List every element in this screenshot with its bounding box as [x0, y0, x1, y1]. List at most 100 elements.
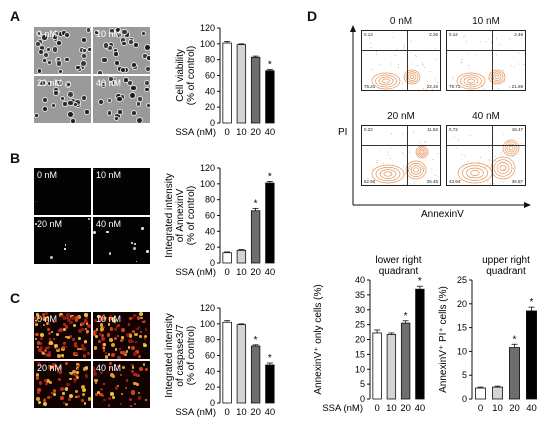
cell-dot [84, 340, 87, 343]
cell-dot [108, 316, 113, 321]
cell-dot [133, 372, 137, 377]
cell-dot [35, 372, 40, 377]
panel-label-d: D [307, 8, 318, 24]
cell-dot [85, 27, 91, 33]
cell-dot [34, 200, 36, 202]
cell-dot [37, 316, 41, 320]
facs-event-dot [415, 55, 417, 57]
cell-dot [100, 82, 106, 88]
cell-dot [106, 110, 113, 117]
facs-event-dot [415, 54, 417, 56]
cell-dot [82, 367, 87, 372]
cell-dot [128, 339, 133, 344]
gate-line-horizontal [362, 144, 440, 146]
cell-dot [120, 392, 124, 396]
cell-dot [74, 318, 79, 323]
y-axis-label: AnnexinV⁺ PI⁺ cells (%) [438, 286, 449, 393]
facs-axes: PI AnnexinV [338, 25, 531, 220]
facs-event-dot [472, 176, 474, 178]
cell-dot [70, 118, 77, 123]
cell-dot [99, 370, 104, 375]
facs-event-dot [509, 38, 511, 40]
cell-dot [60, 96, 66, 102]
cell-dot [103, 318, 106, 321]
cell-dot [36, 30, 42, 36]
micrograph-c-20nM: 20 nM [34, 361, 91, 408]
facs-event-dot [403, 153, 405, 155]
bar [415, 288, 425, 400]
cell-dot [48, 350, 52, 354]
facs-contour [494, 74, 500, 80]
facs-event-dot [501, 151, 503, 153]
cell-dot [59, 371, 63, 374]
micrograph-label: 20 nM [37, 78, 63, 88]
cell-dot [85, 329, 90, 334]
bar [400, 322, 411, 400]
cell-dot [81, 392, 86, 397]
cell-dot [52, 393, 56, 397]
cell-dot [109, 327, 114, 331]
cell-dot [80, 59, 88, 67]
cell-dot [73, 324, 77, 327]
facs-contour [375, 166, 401, 182]
y-axis-label: (% of control) [186, 326, 197, 385]
y-tick-label: 15 [355, 349, 365, 359]
facs-event-dot [376, 53, 378, 55]
cell-dot [137, 354, 142, 358]
cell-dot [43, 348, 48, 353]
cell-dot [38, 401, 42, 405]
cell-dot [57, 328, 61, 332]
cell-dot [64, 248, 66, 250]
facs-contour [417, 147, 427, 157]
cell-dot [101, 333, 105, 337]
micrograph-label: 10 nM [96, 314, 122, 324]
bar [236, 324, 247, 404]
facs-event-dot [504, 80, 506, 82]
gate-line-vertical [492, 126, 494, 185]
facs-event-dot [396, 48, 398, 50]
facs-contour [408, 162, 424, 178]
cell-dot [44, 353, 49, 357]
gate-line-horizontal [362, 49, 440, 51]
x-tick-label: 40 [265, 127, 276, 138]
cell-dot [135, 260, 138, 263]
cell-dot [97, 314, 101, 318]
cell-dot [110, 352, 115, 357]
cell-dot [67, 110, 75, 118]
cell-dot [131, 370, 134, 373]
cell-dot [143, 343, 146, 346]
facs-event-dot [459, 180, 461, 182]
cell-dot [132, 317, 135, 320]
cell-dot [52, 320, 56, 324]
chart-title: upper right [482, 255, 530, 266]
significance-star: * [404, 311, 408, 322]
cell-dot [130, 61, 137, 68]
quadrant-lower-left-value: 62.50 [364, 179, 376, 184]
facs-contour [418, 148, 426, 156]
facs-contour [420, 150, 424, 154]
cell-dot [93, 366, 96, 369]
facs-event-dot [479, 41, 481, 43]
cell-dot [34, 320, 38, 325]
cell-dot [129, 91, 137, 99]
facs-contour [415, 145, 429, 159]
facs-contour [490, 71, 504, 83]
facs-title-20nM: 20 nM [387, 111, 415, 122]
facs-event-dot [387, 151, 389, 153]
cell-dot [119, 66, 127, 74]
cell-dot [80, 95, 87, 102]
cell-dot [58, 378, 62, 381]
cell-dot [106, 97, 112, 103]
cell-dot [107, 333, 111, 337]
cell-dot [101, 337, 106, 341]
y-tick-label: 100 [200, 319, 215, 329]
cell-dot [64, 32, 71, 39]
facs-contour [409, 74, 415, 80]
cell-dot [66, 313, 71, 317]
cell-dot [63, 56, 70, 63]
cell-dot [73, 377, 77, 382]
y-tick-label: 20 [205, 242, 215, 252]
facs-event-dot [489, 160, 491, 162]
micrograph-c-10nM: 10 nM [93, 312, 150, 359]
